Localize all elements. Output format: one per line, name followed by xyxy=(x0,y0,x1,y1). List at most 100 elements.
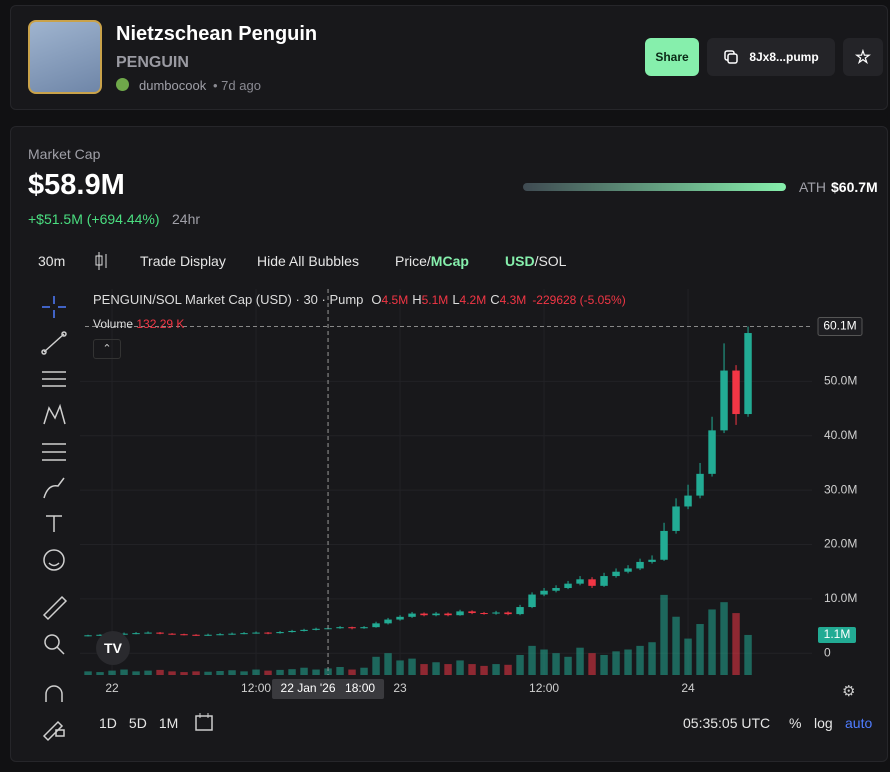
date-range-icon[interactable] xyxy=(194,712,214,732)
collapse-button[interactable]: ⌃ xyxy=(93,339,121,359)
usd-sol[interactable]: USD/SOL xyxy=(505,253,566,269)
candle-body xyxy=(168,633,176,635)
price: Price/ xyxy=(395,253,431,269)
volume-bar xyxy=(744,634,752,675)
volume-bar xyxy=(156,669,164,675)
x-tick-label: 22 xyxy=(105,681,119,695)
y-tick-label: 10.0M xyxy=(824,591,857,605)
copy-icon xyxy=(724,50,739,64)
candle-body xyxy=(336,627,344,629)
volume-bar xyxy=(444,664,452,675)
ohlc-key: O xyxy=(371,292,382,307)
volume-bar xyxy=(108,670,116,675)
x-tick-label: 23 xyxy=(393,681,407,695)
crosshair-time: 18:00 xyxy=(345,681,375,695)
interval[interactable]: 30m xyxy=(38,253,66,269)
volume-bar xyxy=(684,638,692,675)
trend-line-tool[interactable] xyxy=(41,331,67,355)
candle-body xyxy=(720,370,728,431)
trade-display[interactable]: Trade Display xyxy=(140,253,226,269)
crosshair-tool[interactable] xyxy=(42,296,66,318)
ohlc-item: O4.5M xyxy=(371,292,408,307)
volume-bar xyxy=(360,667,368,675)
pattern-tool[interactable] xyxy=(43,403,66,425)
volume-bar xyxy=(372,656,380,675)
candle-body xyxy=(696,473,704,496)
candle-body xyxy=(708,430,716,474)
volume-bar xyxy=(696,624,704,675)
fib-tool[interactable] xyxy=(42,371,66,387)
volume-bar xyxy=(396,660,404,675)
percent-toggle[interactable]: % xyxy=(789,715,802,731)
auto-toggle[interactable]: auto xyxy=(845,715,873,731)
candle-body xyxy=(288,630,296,633)
projection-tool[interactable] xyxy=(42,443,66,461)
volume-bar xyxy=(552,653,560,675)
candle-body xyxy=(408,613,416,617)
volume-bar xyxy=(204,671,212,675)
range-button[interactable]: 5D xyxy=(128,715,147,731)
ohlc-key: H xyxy=(412,292,422,307)
change-period: 24hr xyxy=(172,211,201,227)
range-button[interactable]: 1D xyxy=(99,715,117,731)
lock-tool[interactable] xyxy=(42,720,65,742)
token-image xyxy=(28,20,102,94)
volume-bar xyxy=(600,654,608,675)
candle-body xyxy=(480,613,488,615)
plot-area xyxy=(80,289,812,675)
y-tick-label: 30.0M xyxy=(824,482,857,496)
candle-body xyxy=(144,632,152,634)
ath-value: $60.7M xyxy=(831,179,878,195)
log-toggle[interactable]: log xyxy=(814,715,833,731)
volume-bar xyxy=(144,670,152,675)
text-tool[interactable] xyxy=(46,515,62,532)
volume-bar xyxy=(168,671,176,675)
candle-body xyxy=(504,612,512,615)
candle-body xyxy=(564,583,572,589)
mcap: MCap xyxy=(430,253,469,269)
price-mcap[interactable]: Price/MCap xyxy=(395,253,469,269)
emoji-tool[interactable] xyxy=(43,549,65,571)
volume-value: 132.29 K xyxy=(136,317,185,331)
x-tick-label: 12:00 xyxy=(529,681,559,695)
y-tick-label: 50.0M xyxy=(824,374,857,388)
volume-bar xyxy=(540,649,548,675)
hide-bubbles[interactable]: Hide All Bubbles xyxy=(257,253,359,269)
address-button[interactable]: 8Jx8...pump xyxy=(707,38,835,76)
candle-body xyxy=(372,623,380,628)
volume-bar xyxy=(660,594,668,675)
range-buttons: 1D 5D 1M xyxy=(99,715,178,731)
volume-bar xyxy=(84,671,92,675)
range-button[interactable]: 1M xyxy=(158,715,179,731)
brush-tool[interactable] xyxy=(43,477,65,499)
volume-bar xyxy=(96,672,104,675)
ath-progress xyxy=(523,183,786,191)
settings-button[interactable]: ⚙ xyxy=(842,683,856,700)
creator[interactable]: dumbocook xyxy=(139,78,207,93)
zoom-tool[interactable] xyxy=(44,634,65,655)
tv-logo[interactable]: TV xyxy=(96,631,130,665)
candle-icon[interactable] xyxy=(94,251,110,271)
candle-body xyxy=(192,634,200,636)
candle-body xyxy=(396,616,404,620)
magnet-tool[interactable] xyxy=(45,685,63,702)
favorite-button[interactable]: ☆ xyxy=(843,38,883,76)
volume-bar xyxy=(732,613,740,675)
volume-bar xyxy=(216,670,224,675)
candle-body xyxy=(216,634,224,636)
clock: 05:35:05 UTC xyxy=(683,715,771,731)
candle-body xyxy=(492,612,500,614)
chart-legend: PENGUIN/SOL Market Cap (USD) · 30 · Pump… xyxy=(93,292,626,307)
ruler-tool[interactable] xyxy=(42,595,68,621)
ohlc-key: L xyxy=(452,292,460,307)
candle-body xyxy=(576,579,584,584)
share-button[interactable]: Share xyxy=(645,38,699,76)
candle-body xyxy=(540,590,548,595)
volume-bar xyxy=(708,609,716,675)
token-ticker: PENGUIN xyxy=(116,54,189,71)
volume-bar xyxy=(348,669,356,675)
volume-tag: 1.1M xyxy=(824,627,851,641)
volume-bar xyxy=(132,671,140,675)
candle-body xyxy=(516,607,524,615)
